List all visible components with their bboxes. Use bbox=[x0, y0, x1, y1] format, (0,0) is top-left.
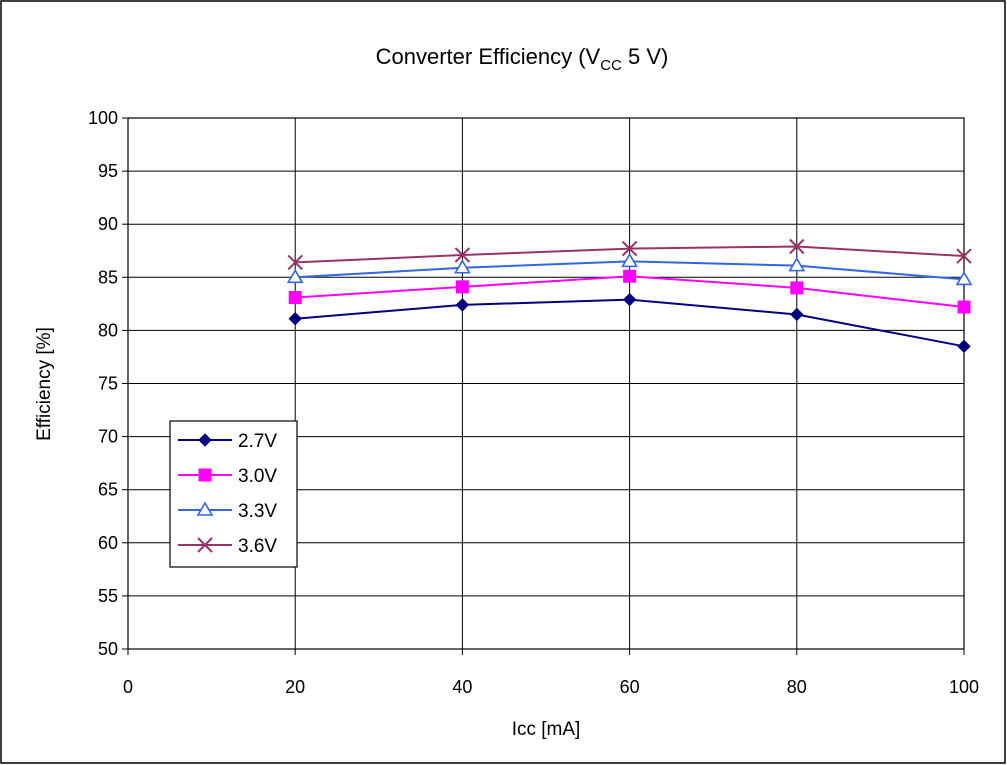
legend-label: 3.3V bbox=[238, 501, 277, 522]
data-point bbox=[455, 298, 470, 312]
chart-title-subscript: CC bbox=[600, 57, 622, 74]
tick-layer: 50 55 60 65 70 75 80 85 90 95 100 0 20 40 60 80 100 bbox=[88, 108, 979, 697]
data-point bbox=[288, 290, 302, 304]
y-axis-title: Efficiency [%] bbox=[34, 327, 55, 441]
data-point bbox=[957, 339, 971, 354]
data-point bbox=[286, 268, 304, 284]
legend-items: 2.7V 3.0V 3.3V 3.6V bbox=[178, 431, 277, 557]
y-tick-label: 95 bbox=[98, 161, 118, 181]
series-3.3V bbox=[286, 252, 973, 286]
data-point bbox=[288, 312, 302, 326]
legend-label: 2.7V bbox=[238, 431, 277, 452]
y-tick-label: 50 bbox=[98, 639, 118, 659]
x-axis-title: Icc [mA] bbox=[512, 719, 581, 740]
data-point bbox=[454, 259, 471, 274]
x-tick-label: 0 bbox=[123, 677, 133, 697]
x-tick-label: 100 bbox=[949, 677, 979, 697]
y-tick-label: 60 bbox=[98, 533, 118, 553]
chart-title-suffix: 5 V) bbox=[622, 44, 668, 69]
data-point bbox=[790, 281, 804, 295]
legend-item: 2.7V bbox=[178, 431, 277, 452]
y-tick-label: 100 bbox=[88, 108, 118, 128]
data-point bbox=[287, 254, 303, 271]
series-2.7V bbox=[288, 292, 971, 354]
data-point bbox=[454, 247, 471, 263]
data-point bbox=[621, 240, 638, 257]
legend-item: 3.0V bbox=[178, 466, 277, 487]
y-tick-label: 70 bbox=[98, 427, 118, 447]
legend-marker bbox=[197, 537, 213, 553]
legend-item: 3.3V bbox=[178, 501, 277, 522]
y-tick-label: 55 bbox=[98, 586, 118, 606]
data-point bbox=[790, 307, 804, 322]
legend-marker bbox=[198, 468, 212, 482]
data-point bbox=[455, 280, 469, 294]
legend: 2.7V 3.0V 3.3V 3.6V bbox=[169, 420, 298, 568]
legend-marker bbox=[198, 433, 212, 447]
chart-title: Converter Efficiency (VCC 5 V) bbox=[376, 44, 669, 74]
legend-item: 3.6V bbox=[178, 536, 277, 557]
legend-label: 3.0V bbox=[238, 466, 277, 487]
data-point bbox=[789, 238, 805, 255]
chart-title-main: Converter Efficiency (V bbox=[376, 44, 601, 69]
x-tick-label: 60 bbox=[620, 677, 640, 697]
series-3.6V bbox=[287, 238, 972, 271]
data-point bbox=[623, 269, 637, 283]
data-point bbox=[957, 300, 971, 314]
series-layer bbox=[286, 238, 973, 354]
legend-marker bbox=[196, 501, 214, 516]
series-3.0V bbox=[288, 269, 971, 314]
y-tick-label: 85 bbox=[98, 267, 118, 287]
y-tick-label: 80 bbox=[98, 320, 118, 340]
x-tick-label: 80 bbox=[787, 677, 807, 697]
data-point bbox=[788, 257, 806, 272]
y-tick-label: 75 bbox=[98, 374, 118, 394]
data-point bbox=[622, 292, 637, 307]
y-tick-label: 90 bbox=[98, 214, 118, 234]
x-tick-label: 20 bbox=[285, 677, 305, 697]
data-point bbox=[955, 270, 973, 286]
x-tick-label: 40 bbox=[452, 677, 472, 697]
data-point bbox=[621, 252, 638, 268]
legend-box bbox=[169, 420, 298, 568]
data-point bbox=[956, 248, 972, 264]
y-tick-label: 65 bbox=[98, 480, 118, 500]
legend-label: 3.6V bbox=[238, 536, 277, 557]
